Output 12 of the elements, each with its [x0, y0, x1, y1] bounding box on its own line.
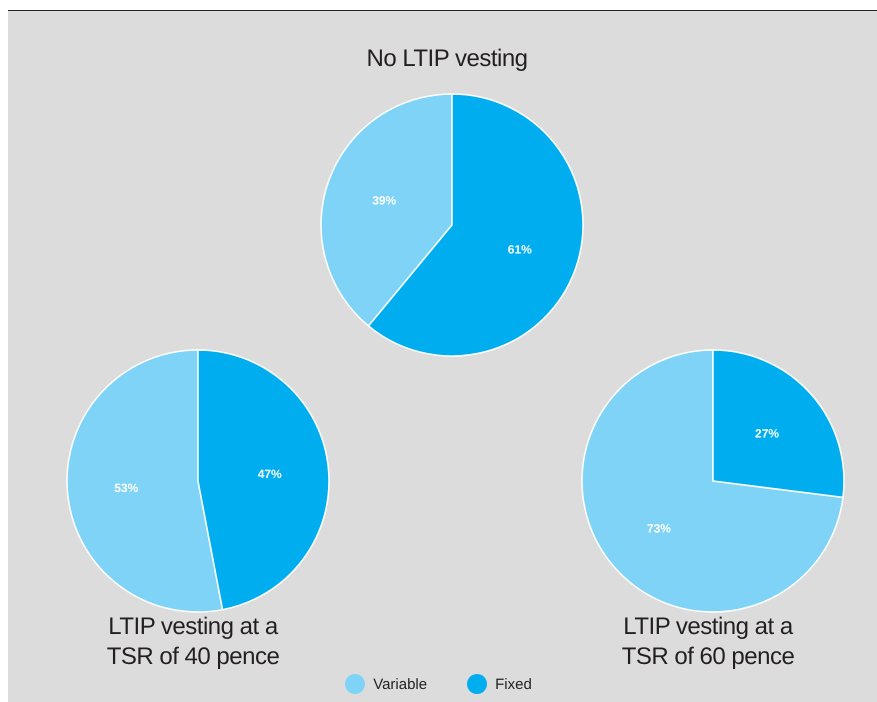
chart-title: No LTIP vesting: [365, 44, 529, 74]
pie-slice: [581, 349, 844, 613]
data-label: 39%: [372, 194, 397, 208]
legend-label: Variable: [373, 676, 428, 692]
text: LTIP vesting at a TSR of 60 pence: [620, 612, 796, 672]
data-label: 53%: [114, 480, 139, 495]
legend-label: Fixed: [495, 676, 532, 692]
data-label: 27%: [755, 426, 780, 440]
data-label: 61%: [508, 242, 532, 256]
text: LTIP vesting at a TSR of 40 pence: [106, 612, 280, 672]
data-label: 73%: [646, 522, 672, 536]
data-label: 47%: [258, 467, 282, 482]
